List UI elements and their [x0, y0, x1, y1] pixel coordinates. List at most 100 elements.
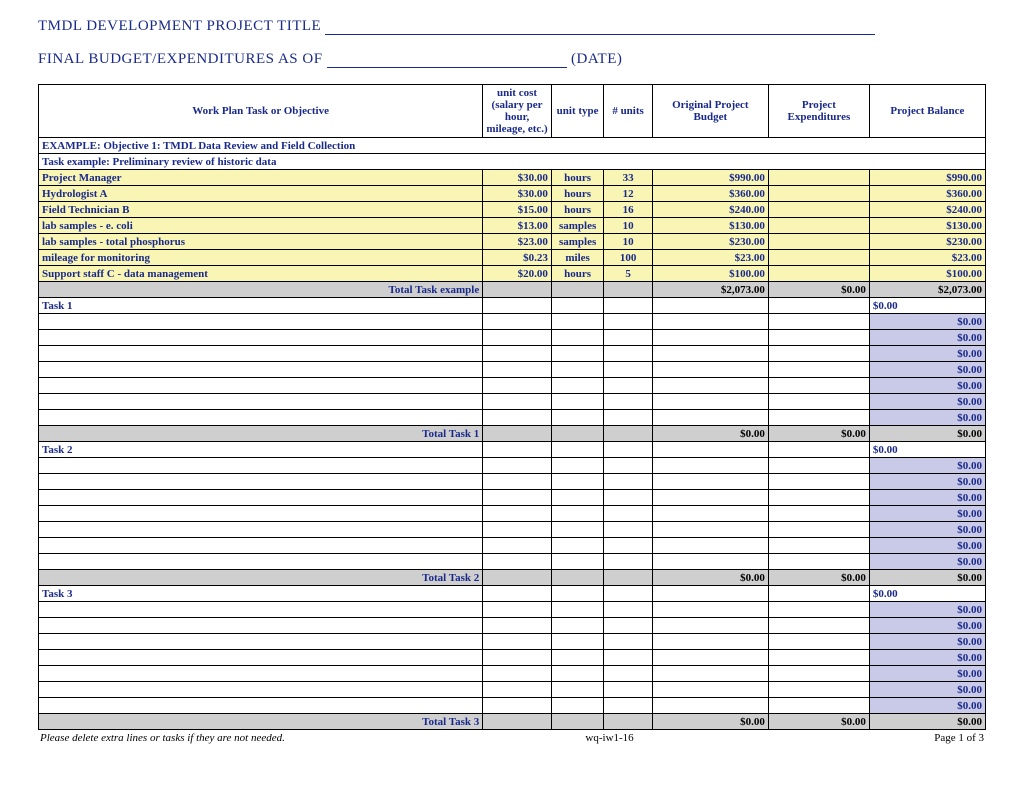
table-row: mileage for monitoring$0.23miles100$23.0… [39, 250, 986, 266]
row-budget: $240.00 [652, 202, 768, 218]
table-row: $0.00 [39, 362, 986, 378]
col-main: Work Plan Task or Objective [39, 85, 483, 138]
row-balance: $0.00 [869, 554, 985, 570]
row-cost: $15.00 [483, 202, 552, 218]
row-balance: $360.00 [869, 186, 985, 202]
total-exp: $0.00 [768, 570, 869, 586]
col-balance: Project Balance [869, 85, 985, 138]
table-row: $0.00 [39, 346, 986, 362]
row-budget: $230.00 [652, 234, 768, 250]
row-budget: $990.00 [652, 170, 768, 186]
row-units: 5 [604, 266, 652, 282]
table-row: $0.00 [39, 602, 986, 618]
footer-note: Please delete extra lines or tasks if th… [40, 732, 285, 744]
table-row: Hydrologist A$30.00hours12$360.00$360.00 [39, 186, 986, 202]
row-balance: $0.00 [869, 458, 985, 474]
table-row: Task 3$0.00 [39, 586, 986, 602]
row-units: 10 [604, 234, 652, 250]
row-desc: Field Technician B [39, 202, 483, 218]
table-row: Task example: Preliminary review of hist… [39, 154, 986, 170]
total-label: Total Task example [39, 282, 483, 298]
row-balance: $0.00 [869, 346, 985, 362]
row-type: miles [551, 250, 603, 266]
row-type: hours [551, 266, 603, 282]
task-name: Task 1 [39, 298, 483, 314]
row-balance: $23.00 [869, 250, 985, 266]
table-row: Support staff C - data management$20.00h… [39, 266, 986, 282]
row-balance: $240.00 [869, 202, 985, 218]
table-row: Field Technician B$15.00hours16$240.00$2… [39, 202, 986, 218]
col-unit-type: unit type [551, 85, 603, 138]
total-label: Total Task 3 [39, 714, 483, 730]
table-row: $0.00 [39, 394, 986, 410]
asof-line: FINAL BUDGET/EXPENDITURES AS OF (DATE) [38, 51, 986, 68]
row-desc: Hydrologist A [39, 186, 483, 202]
project-title-line: TMDL DEVELOPMENT PROJECT TITLE [38, 18, 986, 35]
row-cost: $30.00 [483, 170, 552, 186]
row-balance: $0.00 [869, 538, 985, 554]
table-row: EXAMPLE: Objective 1: TMDL Data Review a… [39, 138, 986, 154]
table-row: $0.00 [39, 650, 986, 666]
total-exp: $0.00 [768, 282, 869, 298]
footer-page: Page 1 of 3 [934, 732, 984, 744]
col-unit-cost: unit cost (salary per hour, mileage, etc… [483, 85, 552, 138]
row-balance: $990.00 [869, 170, 985, 186]
total-label: Total Task 2 [39, 570, 483, 586]
table-row: $0.00 [39, 378, 986, 394]
table-row: lab samples - e. coli$13.00samples10$130… [39, 218, 986, 234]
row-desc: Support staff C - data management [39, 266, 483, 282]
table-row: $0.00 [39, 506, 986, 522]
total-bal: $0.00 [869, 570, 985, 586]
row-balance: $0.00 [869, 490, 985, 506]
row-balance: $0.00 [869, 298, 985, 314]
row-exp [768, 266, 869, 282]
row-units: 33 [604, 170, 652, 186]
row-balance: $0.00 [869, 314, 985, 330]
row-balance: $100.00 [869, 266, 985, 282]
row-cost: $30.00 [483, 186, 552, 202]
example-objective: EXAMPLE: Objective 1: TMDL Data Review a… [39, 138, 986, 154]
row-cost: $0.23 [483, 250, 552, 266]
table-row: $0.00 [39, 618, 986, 634]
row-type: samples [551, 218, 603, 234]
table-row: $0.00 [39, 554, 986, 570]
row-cost: $13.00 [483, 218, 552, 234]
row-units: 10 [604, 218, 652, 234]
row-exp [768, 250, 869, 266]
table-row: Task 2 $0.00 [39, 442, 986, 458]
row-balance: $230.00 [869, 234, 985, 250]
row-balance: $0.00 [869, 650, 985, 666]
table-row: $0.00 [39, 410, 986, 426]
asof-blank [327, 54, 567, 68]
total-exp: $0.00 [768, 714, 869, 730]
footer-code: wq-iw1-16 [585, 732, 633, 744]
row-balance: $0.00 [869, 522, 985, 538]
row-balance: $0.00 [869, 394, 985, 410]
table-row: $0.00 [39, 314, 986, 330]
row-balance: $0.00 [869, 506, 985, 522]
row-exp [768, 186, 869, 202]
table-row: $0.00 [39, 538, 986, 554]
row-type: hours [551, 186, 603, 202]
table-row: $0.00 [39, 474, 986, 490]
row-cost: $23.00 [483, 234, 552, 250]
table-row: $0.00 [39, 634, 986, 650]
row-balance: $0.00 [869, 586, 985, 602]
total-bal: $0.00 [869, 426, 985, 442]
task-name: Task 2 [39, 442, 483, 458]
row-balance: $0.00 [869, 378, 985, 394]
total-label: Total Task 1 [39, 426, 483, 442]
row-units: 16 [604, 202, 652, 218]
row-exp [768, 234, 869, 250]
col-budget: Original Project Budget [652, 85, 768, 138]
table-row: Total Task 3$0.00$0.00$0.00 [39, 714, 986, 730]
col-units: # units [604, 85, 652, 138]
row-type: samples [551, 234, 603, 250]
row-desc: lab samples - e. coli [39, 218, 483, 234]
total-bal: $0.00 [869, 714, 985, 730]
total-budget: $0.00 [652, 426, 768, 442]
row-balance: $0.00 [869, 442, 985, 458]
table-body: EXAMPLE: Objective 1: TMDL Data Review a… [39, 138, 986, 730]
table-row: $0.00 [39, 682, 986, 698]
table-row: $0.00 [39, 698, 986, 714]
